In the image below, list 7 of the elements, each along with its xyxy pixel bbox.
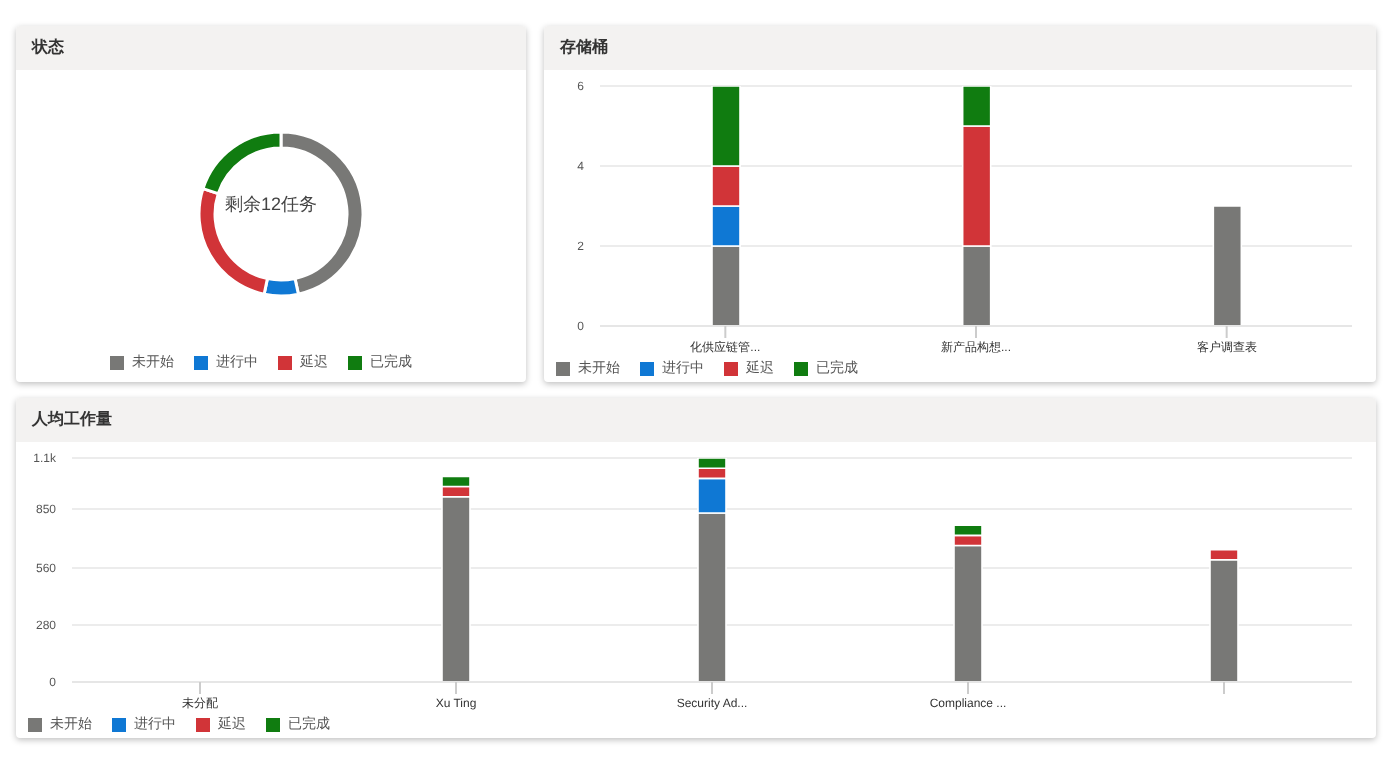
- chart-title: 人均工作量: [16, 398, 1376, 442]
- chart-title: 状态: [16, 26, 526, 70]
- bar: [1212, 205, 1243, 326]
- bar: [441, 495, 471, 682]
- bar: [953, 544, 983, 682]
- chart-title: 存储桶: [544, 26, 1376, 70]
- text: 剩余12任务: [224, 194, 318, 214]
